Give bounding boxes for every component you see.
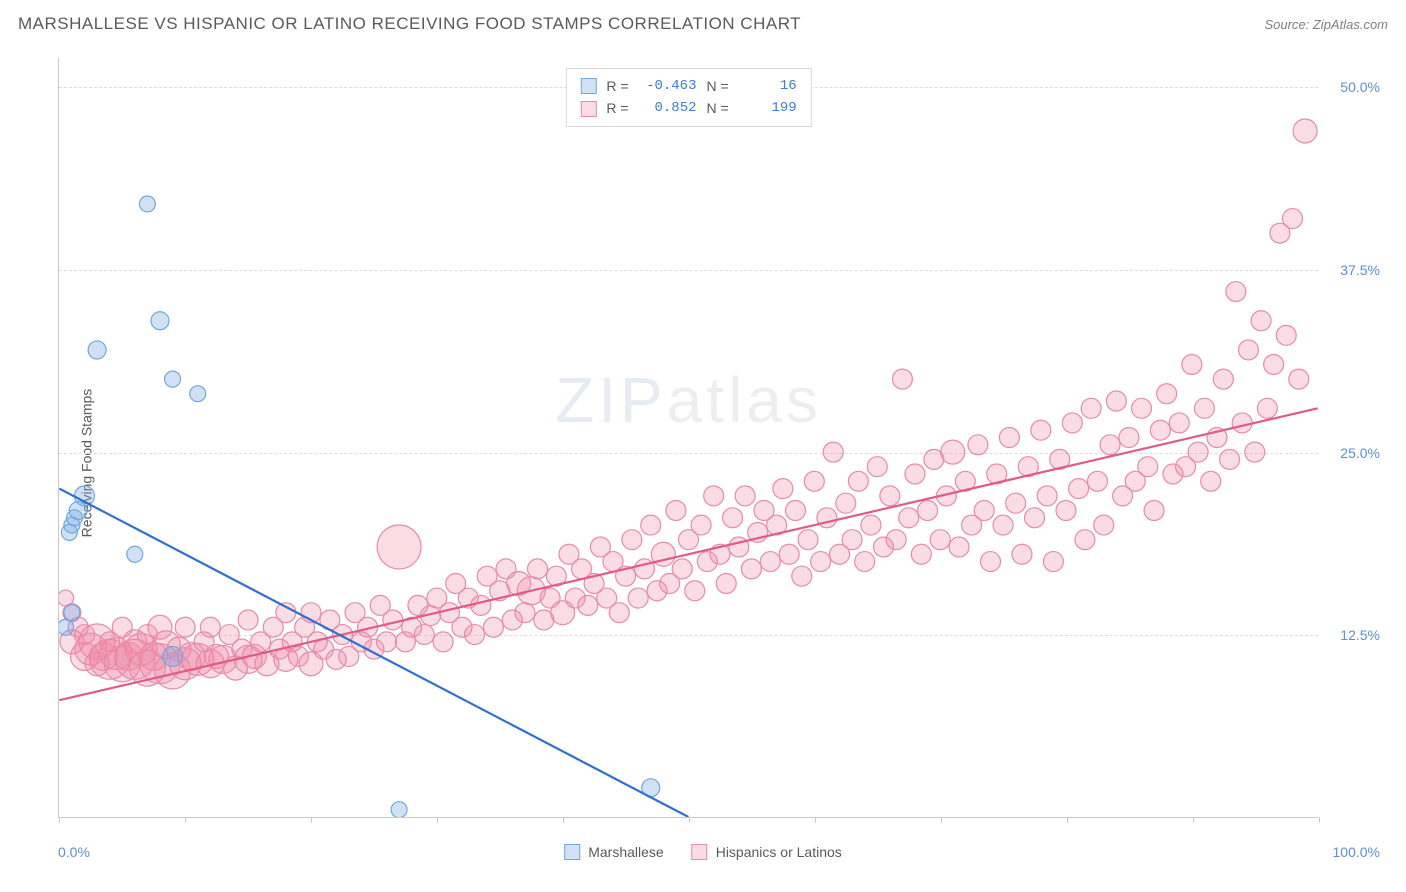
series2-r-value: 0.852 xyxy=(639,97,697,119)
legend-series1-label: Marshallese xyxy=(588,844,663,860)
y-tick-label: 25.0% xyxy=(1340,445,1380,461)
x-tick xyxy=(59,817,60,823)
stats-row-series1: R = -0.463 N = 16 xyxy=(580,75,796,97)
chart-container: Receiving Food Stamps ZIPatlas R = -0.46… xyxy=(18,48,1388,878)
series1-r-value: -0.463 xyxy=(639,75,697,97)
x-tick xyxy=(1067,817,1068,823)
r-label: R = xyxy=(606,97,628,119)
plot-area: ZIPatlas R = -0.463 N = 16 R = 0.852 N =… xyxy=(58,58,1318,818)
x-tick xyxy=(311,817,312,823)
legend-item-series1: Marshallese xyxy=(564,844,663,860)
y-tick-label: 50.0% xyxy=(1340,79,1380,95)
r-label: R = xyxy=(606,75,628,97)
x-tick xyxy=(1193,817,1194,823)
x-axis-max-label: 100.0% xyxy=(1333,844,1380,860)
series2-n-value: 199 xyxy=(739,97,797,119)
x-tick xyxy=(689,817,690,823)
swatch-series1-icon xyxy=(580,78,596,94)
n-label: N = xyxy=(707,75,729,97)
x-tick xyxy=(941,817,942,823)
chart-title: MARSHALLESE VS HISPANIC OR LATINO RECEIV… xyxy=(18,14,801,34)
swatch-series2-icon xyxy=(692,844,708,860)
stats-row-series2: R = 0.852 N = 199 xyxy=(580,97,796,119)
y-tick-label: 12.5% xyxy=(1340,627,1380,643)
bottom-legend: Marshallese Hispanics or Latinos xyxy=(564,844,842,860)
x-tick xyxy=(815,817,816,823)
n-label: N = xyxy=(707,97,729,119)
legend-item-series2: Hispanics or Latinos xyxy=(692,844,842,860)
source-label: Source: ZipAtlas.com xyxy=(1264,17,1388,32)
stats-legend-box: R = -0.463 N = 16 R = 0.852 N = 199 xyxy=(565,68,811,127)
plot-svg xyxy=(59,58,1318,817)
x-tick xyxy=(1319,817,1320,823)
swatch-series2-icon xyxy=(580,101,596,117)
x-tick xyxy=(185,817,186,823)
x-tick xyxy=(563,817,564,823)
x-tick xyxy=(437,817,438,823)
series1-n-value: 16 xyxy=(739,75,797,97)
legend-series2-label: Hispanics or Latinos xyxy=(716,844,842,860)
y-tick-label: 37.5% xyxy=(1340,262,1380,278)
swatch-series1-icon xyxy=(564,844,580,860)
x-axis-min-label: 0.0% xyxy=(58,844,90,860)
